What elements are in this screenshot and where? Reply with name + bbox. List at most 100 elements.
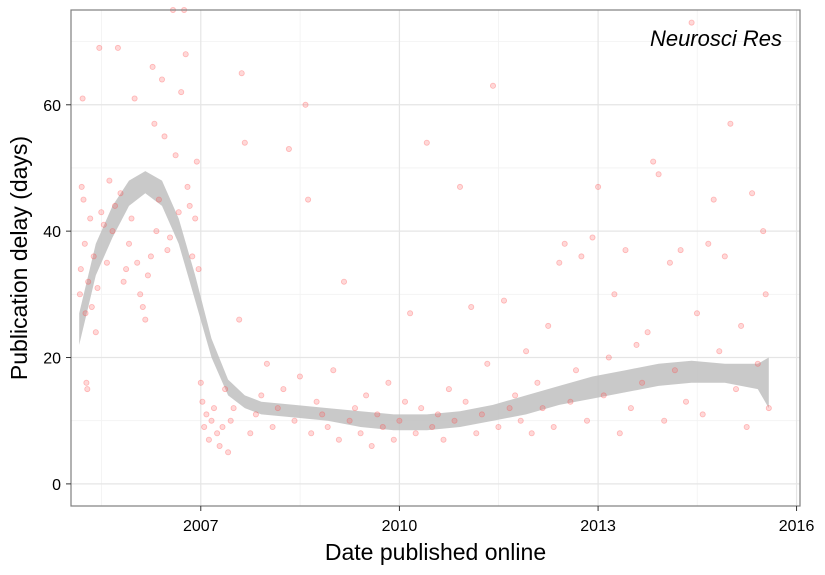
data-point — [195, 266, 202, 273]
data-point — [214, 430, 221, 437]
data-point — [473, 430, 480, 437]
data-point — [595, 183, 602, 190]
data-point — [96, 44, 103, 51]
data-point — [197, 379, 204, 386]
data-point — [589, 234, 596, 241]
data-point — [236, 316, 243, 323]
data-point — [189, 253, 196, 260]
data-point — [106, 177, 113, 184]
data-point — [556, 259, 563, 266]
data-point — [216, 442, 223, 449]
data-point — [396, 417, 403, 424]
data-point — [144, 272, 151, 279]
data-point — [112, 202, 119, 209]
data-point — [219, 423, 226, 430]
data-point — [528, 430, 535, 437]
data-point — [710, 196, 717, 203]
data-point — [721, 253, 728, 260]
data-point — [84, 386, 91, 393]
data-point — [76, 291, 83, 298]
data-point — [81, 240, 88, 247]
data-point — [131, 95, 138, 102]
x-tick-label: 2010 — [382, 518, 418, 535]
data-point — [210, 405, 217, 412]
data-point — [445, 386, 452, 393]
data-point — [418, 405, 425, 412]
data-point — [666, 259, 673, 266]
data-point — [182, 51, 189, 58]
data-point — [252, 411, 259, 418]
data-point — [545, 322, 552, 329]
data-point — [114, 44, 121, 51]
data-point — [754, 360, 761, 367]
panel-border — [70, 9, 801, 507]
data-point — [193, 158, 200, 165]
data-point — [274, 405, 281, 412]
x-axis-label: Date published online — [325, 539, 546, 565]
data-point — [330, 367, 337, 374]
data-point — [727, 120, 734, 127]
data-point — [123, 266, 130, 273]
data-point — [161, 133, 168, 140]
data-point — [296, 373, 303, 380]
data-point — [164, 247, 171, 254]
data-point — [622, 247, 629, 254]
data-point — [733, 386, 740, 393]
data-point — [650, 158, 657, 165]
data-point — [699, 411, 706, 418]
data-point — [456, 183, 463, 190]
y-tick-label: 60 — [43, 98, 61, 115]
data-point — [192, 215, 199, 222]
data-point — [263, 360, 270, 367]
data-point — [451, 417, 458, 424]
data-point — [705, 240, 712, 247]
data-point — [567, 398, 574, 405]
data-point — [335, 436, 342, 443]
data-point — [462, 398, 469, 405]
data-point — [291, 417, 298, 424]
data-point — [429, 423, 436, 430]
data-point — [134, 259, 141, 266]
data-point — [302, 101, 309, 108]
data-point — [175, 209, 182, 216]
x-tick-label: 2016 — [779, 518, 815, 535]
data-point — [319, 411, 326, 418]
data-point — [199, 398, 206, 405]
data-point — [677, 247, 684, 254]
data-point — [222, 386, 229, 393]
data-point — [738, 322, 745, 329]
data-point — [633, 341, 640, 348]
data-point — [512, 392, 519, 399]
data-point — [523, 348, 530, 355]
data-point — [241, 139, 248, 146]
data-point — [671, 367, 678, 374]
data-point — [385, 379, 392, 386]
data-point — [374, 411, 381, 418]
data-point — [80, 196, 87, 203]
data-point — [92, 329, 99, 336]
data-point — [308, 430, 315, 437]
data-point — [230, 405, 237, 412]
data-point — [407, 310, 414, 317]
data-point — [351, 405, 358, 412]
data-point — [661, 417, 668, 424]
data-point — [390, 436, 397, 443]
y-tick-label: 40 — [43, 224, 61, 241]
data-point — [534, 379, 541, 386]
data-point — [762, 291, 769, 298]
y-tick-label: 0 — [52, 477, 61, 494]
data-point — [639, 379, 646, 386]
data-point — [238, 70, 245, 77]
data-point — [79, 95, 86, 102]
data-point — [117, 190, 124, 197]
y-axis: 0 20 40 60 — [43, 98, 71, 494]
data-point — [357, 430, 364, 437]
data-point — [225, 449, 232, 456]
data-point — [205, 436, 212, 443]
data-point — [103, 259, 110, 266]
data-point — [489, 82, 496, 89]
data-point — [153, 228, 160, 235]
data-point — [227, 417, 234, 424]
data-point — [305, 196, 312, 203]
data-point — [324, 423, 331, 430]
